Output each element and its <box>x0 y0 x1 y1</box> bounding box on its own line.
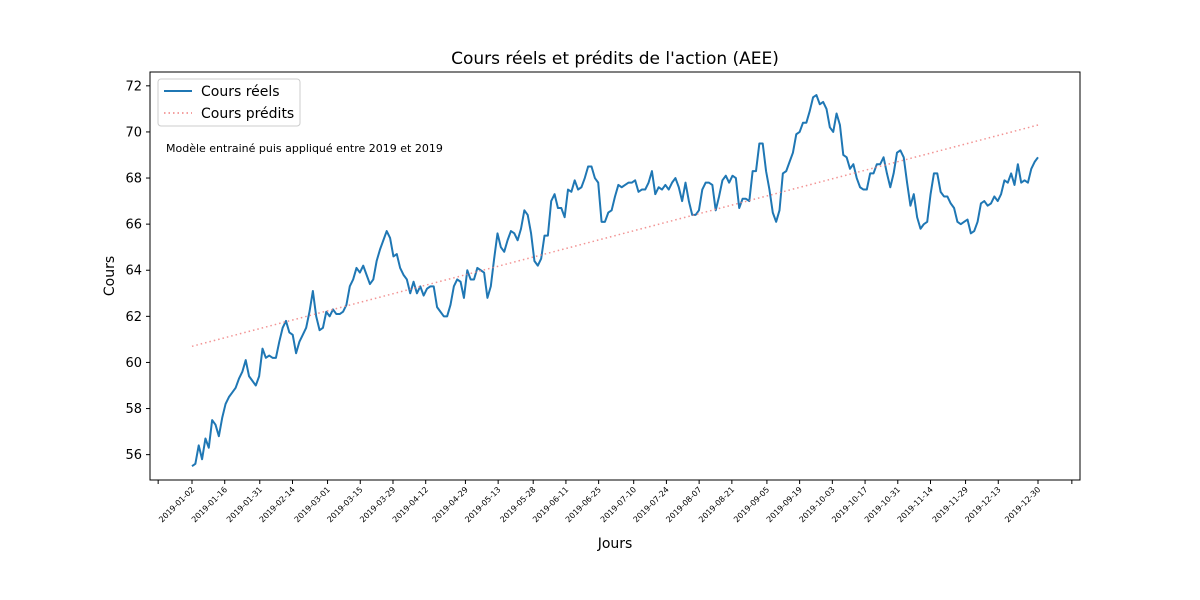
y-tick-label: 60 <box>125 356 142 371</box>
legend-label-cours-reels: Cours réels <box>201 84 280 100</box>
y-axis: 56 58 60 62 64 66 68 70 72 <box>125 79 150 463</box>
y-tick-label: 56 <box>125 448 142 463</box>
plot-area <box>149 71 1081 481</box>
y-tick-label: 66 <box>125 218 142 233</box>
x-axis: 2019-01-022019-01-162019-01-312019-02-14… <box>157 480 1073 524</box>
y-tick-label: 64 <box>125 264 142 279</box>
y-axis-title: Cours <box>102 256 118 296</box>
series-layer <box>191 94 1039 467</box>
series-line-cours-reels <box>191 94 1039 467</box>
y-tick-label: 58 <box>125 402 142 417</box>
y-tick-label: 72 <box>125 79 142 94</box>
y-tick-label: 70 <box>125 125 142 140</box>
legend: Cours réels Cours prédits <box>157 78 301 127</box>
legend-box <box>157 78 301 127</box>
chart-title: Cours réels et prédits de l'action (AEE) <box>451 49 779 69</box>
y-tick-label: 68 <box>125 172 142 187</box>
series-line-cours-predits <box>191 124 1039 348</box>
annotation-text: Modèle entrainé puis appliqué entre 2019… <box>166 142 443 155</box>
x-axis-title: Jours <box>597 536 633 552</box>
legend-label-cours-predits: Cours prédits <box>201 106 294 122</box>
y-tick-label: 62 <box>125 310 142 325</box>
x-tick-label: 2019-12-30 <box>1003 485 1042 524</box>
